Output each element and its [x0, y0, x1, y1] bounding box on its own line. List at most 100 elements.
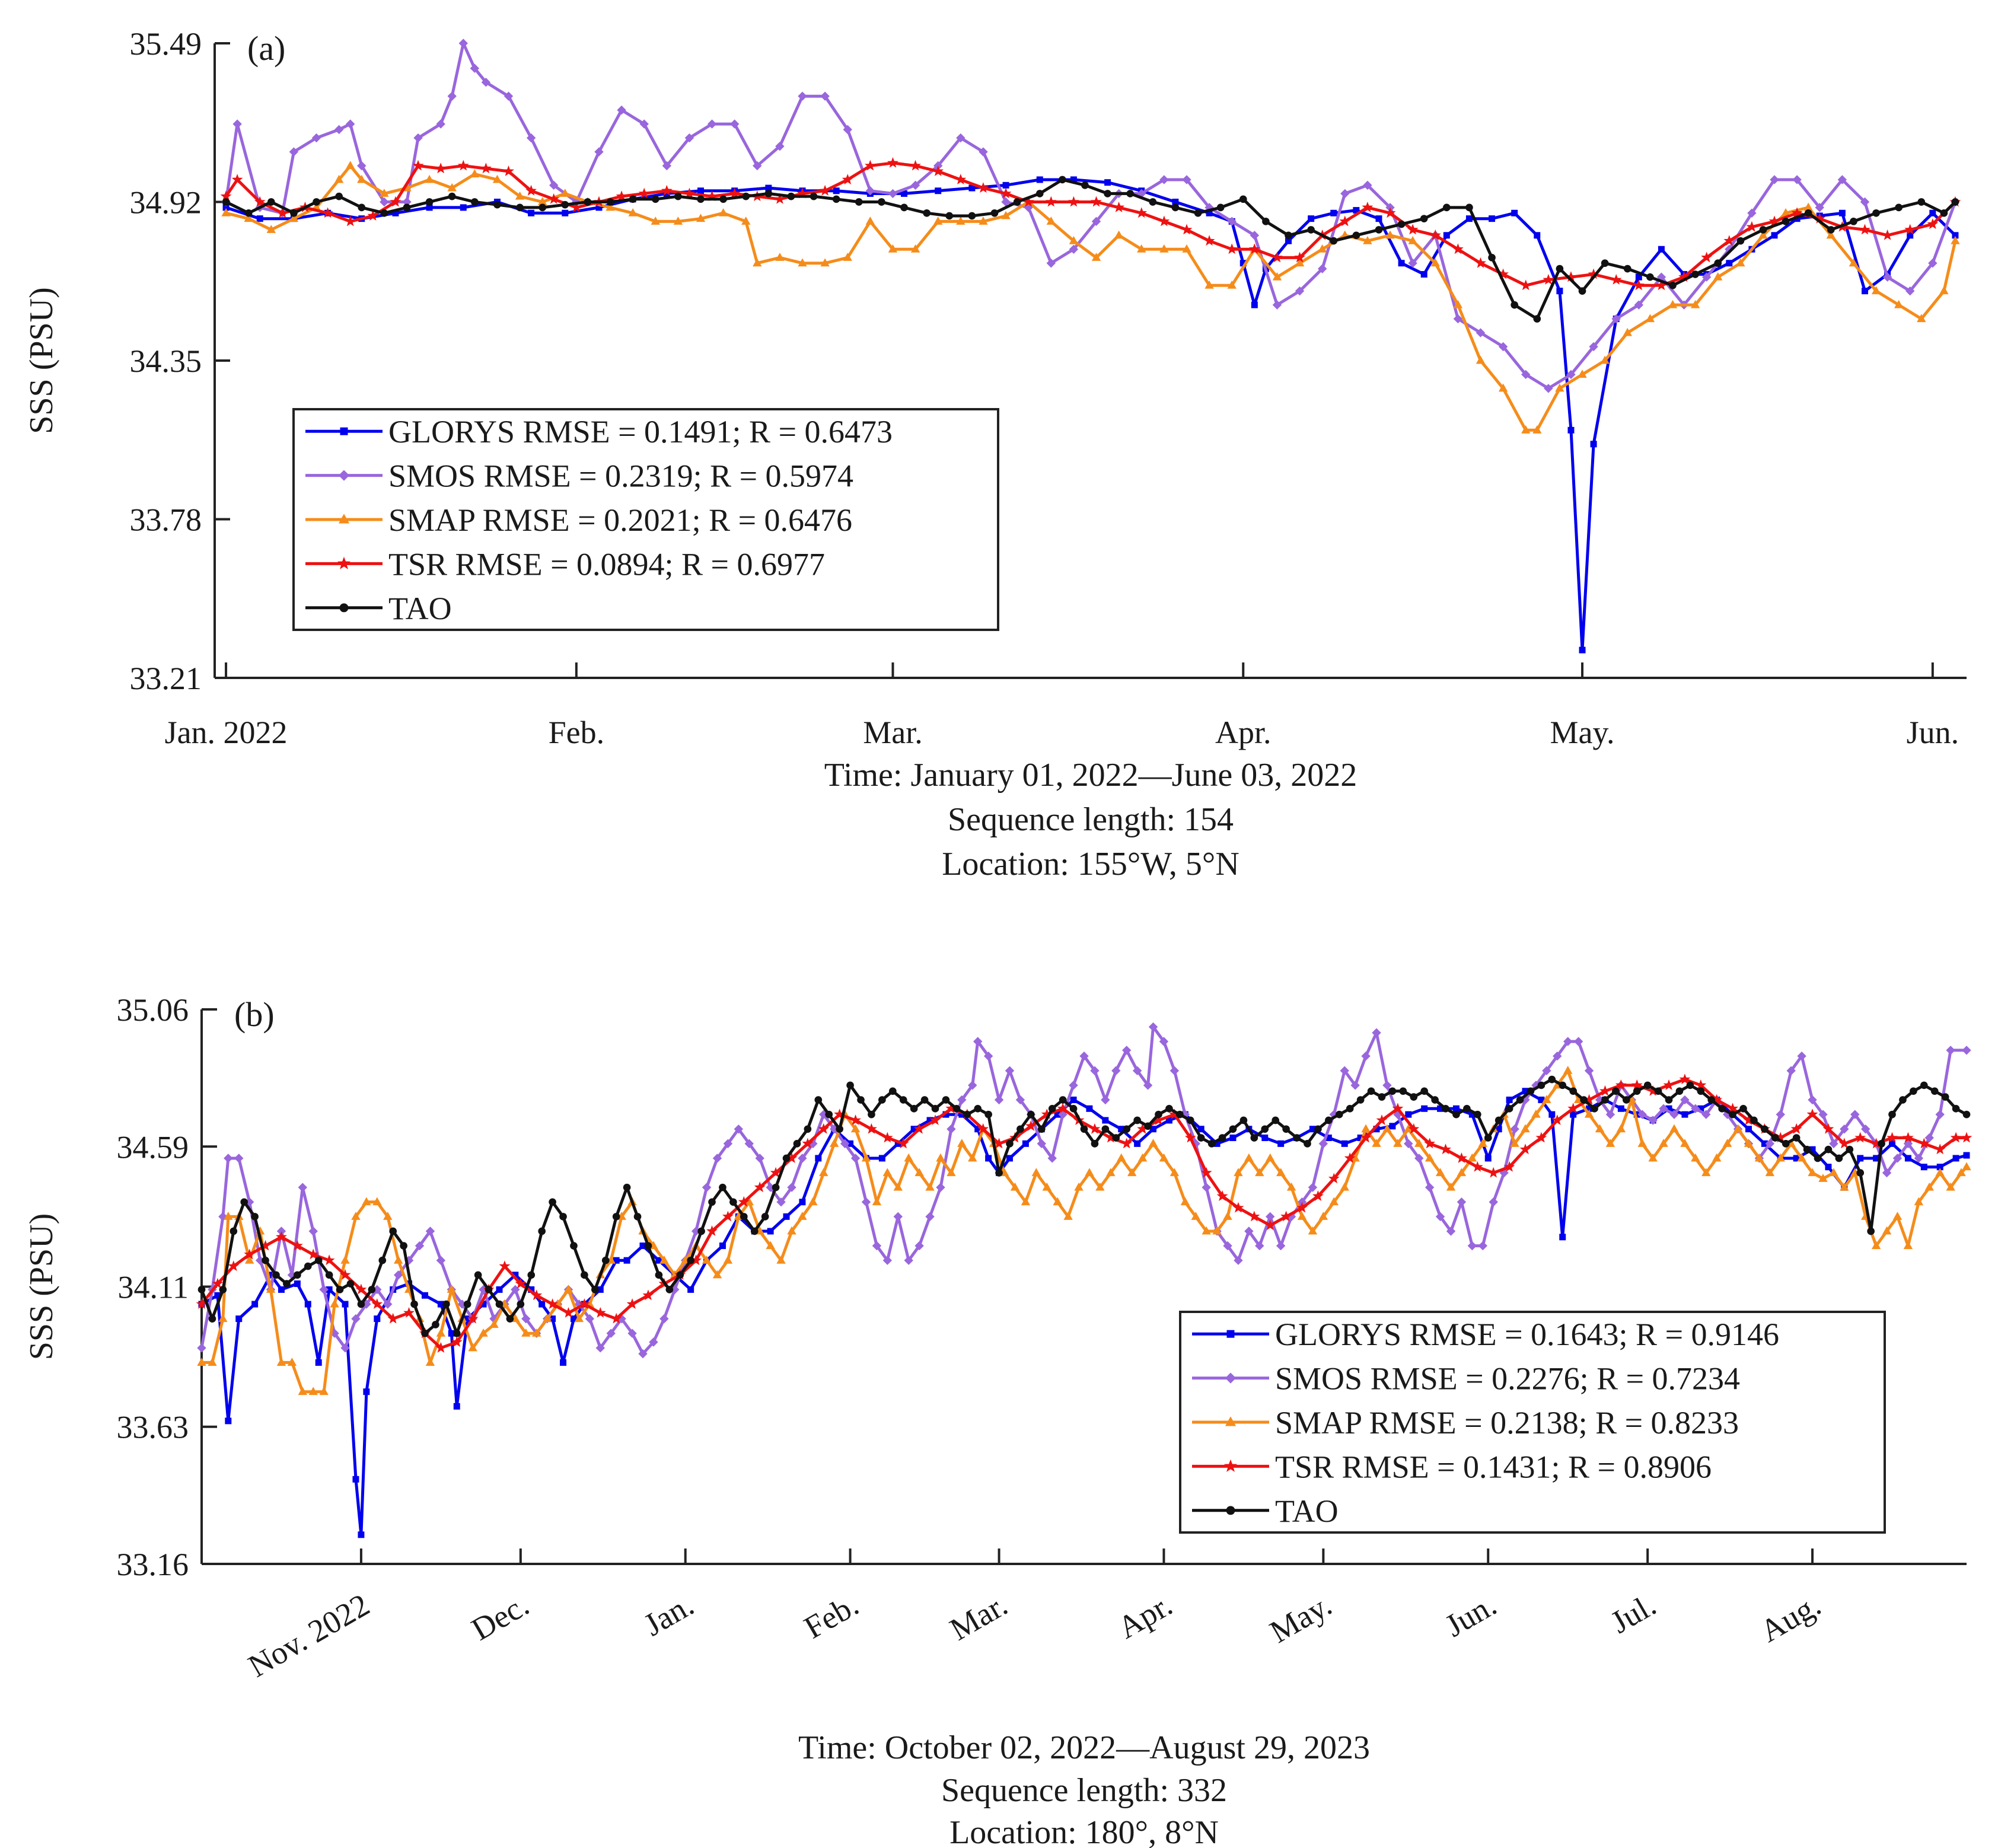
- data-point: [834, 1108, 846, 1120]
- data-point: [1420, 1087, 1429, 1095]
- data-point: [1341, 1140, 1348, 1147]
- data-point: [1914, 1154, 1924, 1163]
- data-point: [1904, 224, 1916, 235]
- data-point: [913, 1123, 925, 1134]
- data-point: [294, 1271, 301, 1279]
- data-point: [1809, 1146, 1816, 1153]
- data-point: [1792, 175, 1802, 184]
- data-point: [527, 1271, 536, 1279]
- data-point: [380, 189, 389, 197]
- data-point: [977, 182, 989, 193]
- data-point: [244, 209, 253, 217]
- data-point: [1659, 1104, 1668, 1114]
- data-point: [1962, 1046, 1971, 1055]
- data-point: [815, 1155, 822, 1162]
- data-point: [1827, 226, 1835, 234]
- data-point: [1747, 208, 1757, 218]
- legend-box: [292, 408, 999, 631]
- data-point: [947, 1124, 956, 1134]
- data-point: [1384, 207, 1396, 218]
- data-point: [1924, 1182, 1934, 1191]
- series-smos: [221, 39, 1960, 393]
- data-point: [638, 1349, 648, 1359]
- data-point: [1962, 1110, 1971, 1119]
- data-point: [315, 1359, 322, 1366]
- x-tick-label: Apr.: [1215, 715, 1272, 750]
- data-point: [1180, 1110, 1190, 1119]
- data-point: [1182, 175, 1191, 184]
- data-point: [537, 197, 547, 205]
- data-point: [1353, 207, 1360, 214]
- data-point: [1159, 1037, 1169, 1046]
- data-point: [357, 1300, 365, 1308]
- data-point: [1091, 216, 1101, 227]
- data-point: [437, 1301, 444, 1308]
- data-point: [493, 200, 501, 209]
- data-point: [832, 195, 840, 203]
- data-point: [1467, 1153, 1477, 1162]
- data-point: [542, 1314, 552, 1323]
- data-point: [1047, 1154, 1057, 1163]
- data-point: [776, 1255, 786, 1264]
- data-point: [1857, 1155, 1864, 1162]
- data-point: [1824, 1145, 1833, 1154]
- data-point: [1963, 1152, 1970, 1159]
- data-point: [1776, 1153, 1785, 1162]
- data-point: [985, 1155, 992, 1162]
- data-point: [390, 196, 401, 207]
- data-point: [1104, 179, 1111, 186]
- data-point: [1399, 1087, 1407, 1095]
- data-point: [1903, 1241, 1913, 1250]
- data-point: [1826, 230, 1836, 239]
- data-point: [708, 1198, 716, 1206]
- data-point: [1892, 1212, 1903, 1220]
- data-point: [719, 1183, 726, 1191]
- data-point: [266, 1285, 276, 1293]
- data-point: [1894, 299, 1904, 308]
- data-point: [740, 1213, 748, 1221]
- data-point: [1531, 1109, 1541, 1118]
- series-line: [225, 164, 1957, 432]
- data-point: [977, 1123, 989, 1134]
- data-point: [345, 161, 355, 169]
- data-point: [1510, 1139, 1519, 1147]
- data-point: [1446, 1226, 1456, 1236]
- data-point: [208, 1358, 217, 1366]
- data-point: [979, 216, 988, 225]
- data-point: [1286, 1182, 1296, 1191]
- data-point: [1637, 1110, 1647, 1119]
- data-point: [1941, 1093, 1949, 1101]
- data-point: [256, 215, 263, 222]
- data-point: [230, 1227, 238, 1235]
- data-point: [1182, 244, 1191, 253]
- data-point: [1027, 1110, 1035, 1119]
- data-point: [968, 184, 976, 192]
- data-point: [1658, 246, 1665, 253]
- data-point: [808, 1197, 818, 1206]
- data-point: [1712, 1153, 1722, 1162]
- data-point: [425, 1358, 435, 1366]
- data-point: [633, 1213, 642, 1221]
- series-glorys: [198, 1088, 1970, 1538]
- data-point: [836, 1125, 843, 1133]
- data-point: [448, 1330, 455, 1337]
- data-point: [974, 1104, 982, 1113]
- data-point: [372, 1197, 382, 1206]
- data-point: [1069, 235, 1079, 244]
- data-point: [425, 174, 434, 183]
- data-point: [1042, 1182, 1051, 1191]
- data-point: [222, 198, 230, 206]
- data-point: [235, 1315, 243, 1323]
- data-point: [330, 1328, 339, 1338]
- data-point: [1578, 369, 1587, 378]
- data-point: [1544, 384, 1553, 393]
- data-point: [307, 1248, 319, 1260]
- data-point: [1882, 229, 1893, 240]
- data-point: [1860, 1124, 1870, 1134]
- data-point: [1350, 1153, 1360, 1162]
- data-point: [1046, 216, 1056, 225]
- data-point: [1951, 235, 1960, 244]
- data-point: [1385, 230, 1395, 239]
- data-point: [1856, 1169, 1865, 1177]
- data-point: [1665, 1096, 1673, 1104]
